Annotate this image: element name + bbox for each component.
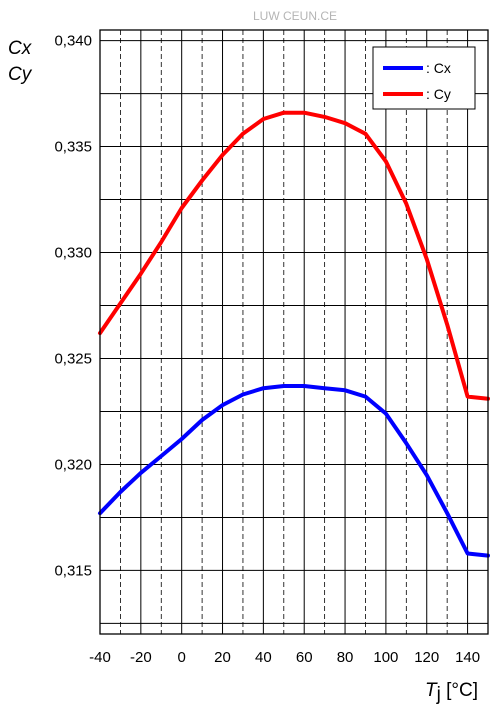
y-tick-label: 0,335 bbox=[54, 139, 92, 156]
y-tick-label: 0,330 bbox=[54, 245, 92, 262]
x-tick-label: 120 bbox=[414, 649, 439, 666]
y-axis-label-cy: Cy bbox=[8, 64, 33, 85]
x-tick-label: 100 bbox=[373, 649, 398, 666]
x-axis-label: Tj [°C] bbox=[425, 680, 478, 704]
legend-label-cx: : Cx bbox=[426, 60, 451, 76]
y-tick-label: 0,325 bbox=[54, 350, 92, 367]
x-tick-label: 20 bbox=[214, 649, 231, 666]
y-tick-label: 0,340 bbox=[54, 33, 92, 50]
y-tick-label: 0,315 bbox=[54, 562, 92, 579]
series-line-cx bbox=[98, 384, 490, 558]
legend-box bbox=[372, 46, 476, 110]
x-tick-label: 140 bbox=[455, 649, 480, 666]
legend-label-cy: : Cy bbox=[426, 86, 451, 102]
legend: : Cx : Cy bbox=[372, 46, 476, 110]
x-tick-label: 40 bbox=[255, 649, 272, 666]
series-lines bbox=[98, 110, 490, 558]
x-tick-label: 0 bbox=[178, 649, 186, 666]
y-axis-label-cx: Cx bbox=[8, 38, 33, 59]
x-axis-label-unit: [°C] bbox=[441, 680, 478, 701]
y-tick-label: 0,320 bbox=[54, 456, 92, 473]
series-line-cy bbox=[98, 110, 490, 401]
x-axis-label-symbol: T bbox=[425, 680, 438, 701]
watermark: LUW CEUN.CE bbox=[253, 9, 337, 23]
grid bbox=[99, 30, 489, 634]
y-tick-labels: 0,315 0,320 0,325 0,330 0,335 0,340 bbox=[54, 33, 92, 580]
x-tick-label: -20 bbox=[130, 649, 152, 666]
x-axis-label-subscript: j bbox=[436, 684, 441, 704]
x-tick-label: -40 bbox=[89, 649, 111, 666]
x-tick-label: 60 bbox=[296, 649, 313, 666]
x-tick-label: 80 bbox=[337, 649, 354, 666]
x-tick-labels: -40 -20 0 20 40 60 80 100 120 140 bbox=[89, 649, 480, 666]
plot-frame bbox=[99, 29, 489, 635]
